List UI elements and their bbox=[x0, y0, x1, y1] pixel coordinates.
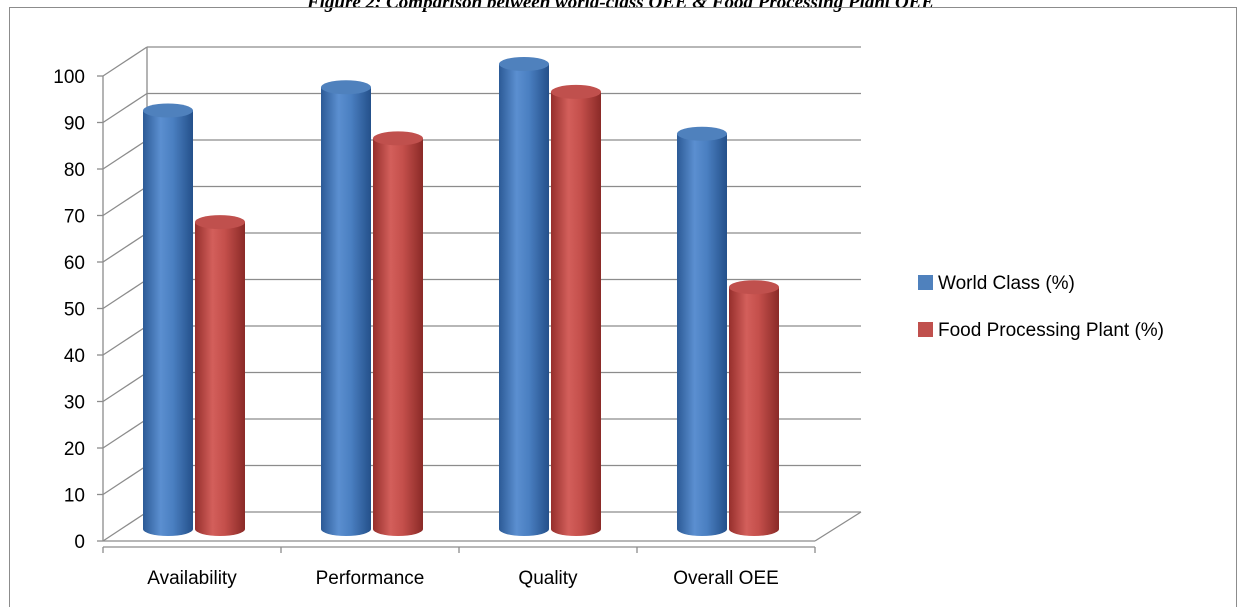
legend: World Class (%) Food Processing Plant (%) bbox=[918, 273, 1164, 341]
bar-top bbox=[373, 131, 423, 146]
y-tick-label: 90 bbox=[64, 114, 85, 135]
side-gridline bbox=[102, 464, 148, 496]
y-tick-label: 0 bbox=[74, 532, 85, 553]
x-tick-label: Availability bbox=[147, 568, 237, 589]
y-tick-label: 30 bbox=[64, 393, 85, 414]
y-tick-label: 20 bbox=[64, 439, 85, 460]
side-gridline bbox=[102, 418, 148, 449]
side-gridline bbox=[102, 185, 148, 217]
side-gridline bbox=[102, 371, 148, 403]
bar-top bbox=[729, 280, 779, 295]
bar-body bbox=[729, 287, 779, 536]
x-tick-label: Performance bbox=[316, 568, 425, 589]
labels: 0 10 20 30 40 50 60 70 80 90 100 Availability Perfor… bbox=[53, 67, 779, 589]
bar-top bbox=[195, 215, 245, 230]
axes bbox=[97, 75, 816, 553]
side-gridline bbox=[102, 46, 148, 77]
y-tick-label: 60 bbox=[64, 253, 85, 274]
side-gridline bbox=[102, 325, 148, 356]
bar-top bbox=[551, 84, 601, 99]
side-gridline bbox=[102, 232, 148, 263]
bar-body bbox=[551, 91, 601, 537]
legend-item: Food Processing Plant (%) bbox=[918, 320, 1164, 341]
y-tick-label: 40 bbox=[64, 346, 85, 367]
chart-frame bbox=[9, 7, 1237, 607]
bar-body bbox=[677, 133, 727, 536]
bar-top bbox=[677, 126, 727, 141]
legend-swatch bbox=[918, 322, 933, 337]
side-gridline bbox=[102, 278, 148, 310]
legend-swatch bbox=[918, 275, 933, 290]
bar bbox=[729, 280, 779, 536]
bar bbox=[677, 126, 727, 536]
bar-top bbox=[321, 80, 371, 95]
bar bbox=[321, 80, 371, 536]
bar-top bbox=[499, 57, 549, 71]
bar bbox=[143, 103, 193, 536]
bar-body bbox=[499, 64, 549, 536]
y-tick-label: 100 bbox=[53, 67, 85, 88]
side-gridline bbox=[102, 92, 148, 124]
bar-body bbox=[195, 222, 245, 536]
bar-body bbox=[143, 110, 193, 536]
legend-label: Food Processing Plant (%) bbox=[938, 320, 1164, 341]
side-gridline bbox=[102, 511, 148, 542]
bar-top bbox=[143, 103, 193, 118]
bar-body bbox=[321, 87, 371, 536]
x-tick-label: Quality bbox=[518, 568, 578, 589]
floor-right-edge bbox=[814, 511, 862, 542]
side-gridline bbox=[102, 139, 148, 170]
bars bbox=[143, 57, 779, 537]
legend-item: World Class (%) bbox=[918, 273, 1075, 294]
bar bbox=[499, 57, 549, 536]
bar bbox=[373, 131, 423, 536]
y-tick-label: 70 bbox=[64, 207, 85, 228]
y-tick-label: 80 bbox=[64, 160, 85, 181]
figure-caption: Figure 2: Comparison between world-class… bbox=[306, 0, 935, 13]
y-tick-label: 50 bbox=[64, 300, 85, 321]
bar bbox=[195, 215, 245, 536]
legend-label: World Class (%) bbox=[938, 273, 1075, 294]
bar bbox=[551, 84, 601, 537]
x-tick-label: Overall OEE bbox=[673, 568, 779, 589]
y-tick-label: 10 bbox=[64, 486, 85, 507]
bar-body bbox=[373, 138, 423, 536]
